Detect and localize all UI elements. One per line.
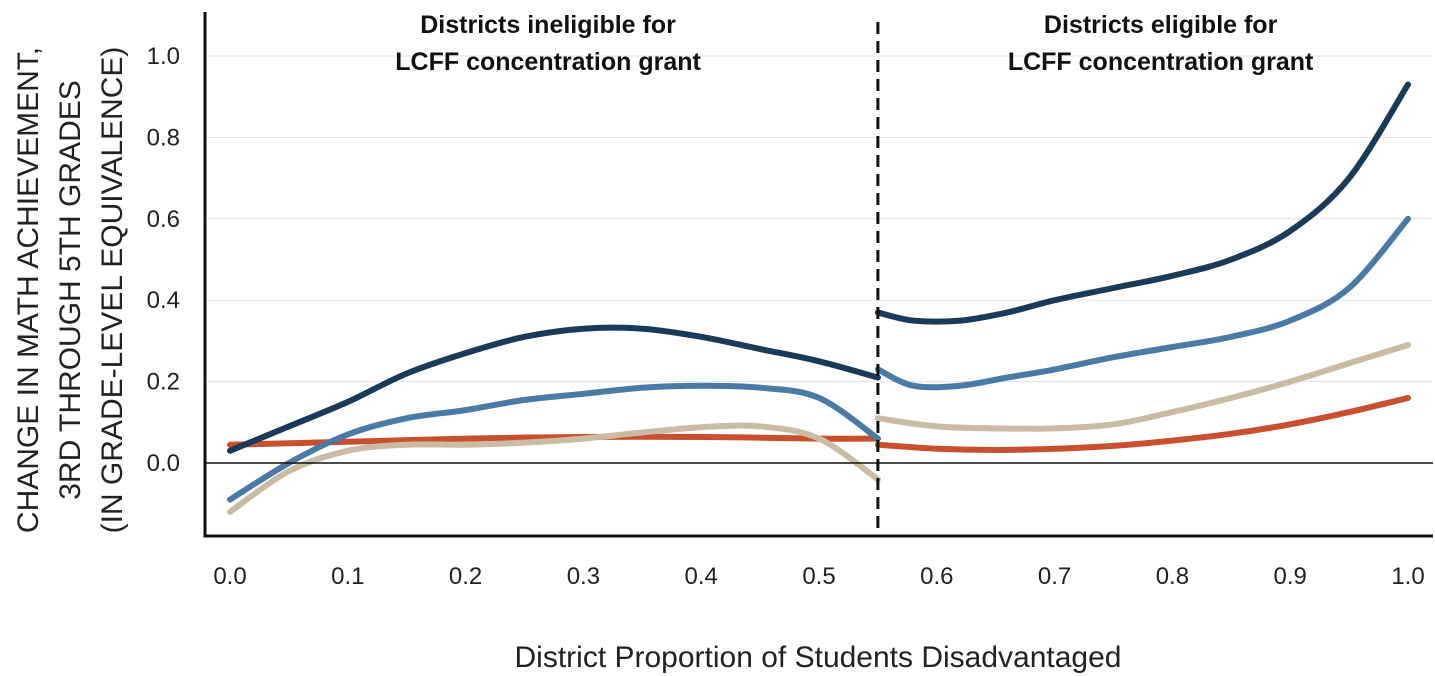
series-line (227, 324, 881, 454)
x-tick-labels: 0.0 0.1 0.2 0.3 0.4 0.5 0.6 0.7 0.8 0.9 1.0 (213, 563, 1424, 590)
annotations: Districts ineligible for LCFF concentrati… (395, 11, 1314, 76)
y-axis-title: CHANGE IN MATH ACHIEVEMENT, 3RD THROUGH 5… (12, 47, 129, 534)
gridlines (205, 55, 1433, 383)
series-group (227, 81, 1411, 515)
series-line (874, 215, 1411, 391)
y-tick-label: 0.4 (147, 287, 180, 314)
y-tick-labels: 0.0 0.2 0.4 0.6 0.8 1.0 (147, 43, 180, 477)
annotation-text: LCFF concentration grant (1008, 48, 1314, 76)
series-line (227, 382, 881, 503)
x-tick-label: 0.4 (685, 563, 718, 590)
x-tick-label: 0.3 (567, 563, 600, 590)
annotation-text: LCFF concentration grant (395, 48, 701, 76)
y-axis-title-line: (IN GRADE-LEVEL EQUIVALENCE) (96, 47, 129, 534)
x-tick-label: 0.2 (449, 563, 482, 590)
annotation-text: Districts eligible for (1044, 11, 1278, 39)
y-tick-label: 0.2 (147, 369, 180, 396)
x-axis-title: District Proportion of Students Disadvan… (515, 641, 1122, 674)
x-tick-label: 0.7 (1038, 563, 1071, 590)
x-tick-label: 0.6 (920, 563, 953, 590)
annotation-text: Districts ineligible for (420, 11, 676, 39)
x-tick-label: 0.9 (1274, 563, 1307, 590)
x-tick-label: 1.0 (1391, 563, 1424, 590)
series-line (874, 394, 1411, 453)
series-line (874, 81, 1411, 325)
y-tick-label: 0.6 (147, 206, 180, 233)
y-axis-title-line: 3RD THROUGH 5TH GRADES (54, 80, 87, 500)
y-axis-title-line: CHANGE IN MATH ACHIEVEMENT, (12, 47, 45, 533)
x-tick-label: 0.5 (802, 563, 835, 590)
y-tick-label: 0.8 (147, 124, 180, 151)
series-line (874, 342, 1411, 432)
x-tick-label: 0.1 (331, 563, 364, 590)
x-tick-label: 0.8 (1156, 563, 1189, 590)
x-tick-label: 0.0 (213, 563, 246, 590)
series-line (227, 422, 881, 515)
y-tick-label: 0.0 (147, 450, 180, 477)
y-tick-label: 1.0 (147, 43, 180, 70)
